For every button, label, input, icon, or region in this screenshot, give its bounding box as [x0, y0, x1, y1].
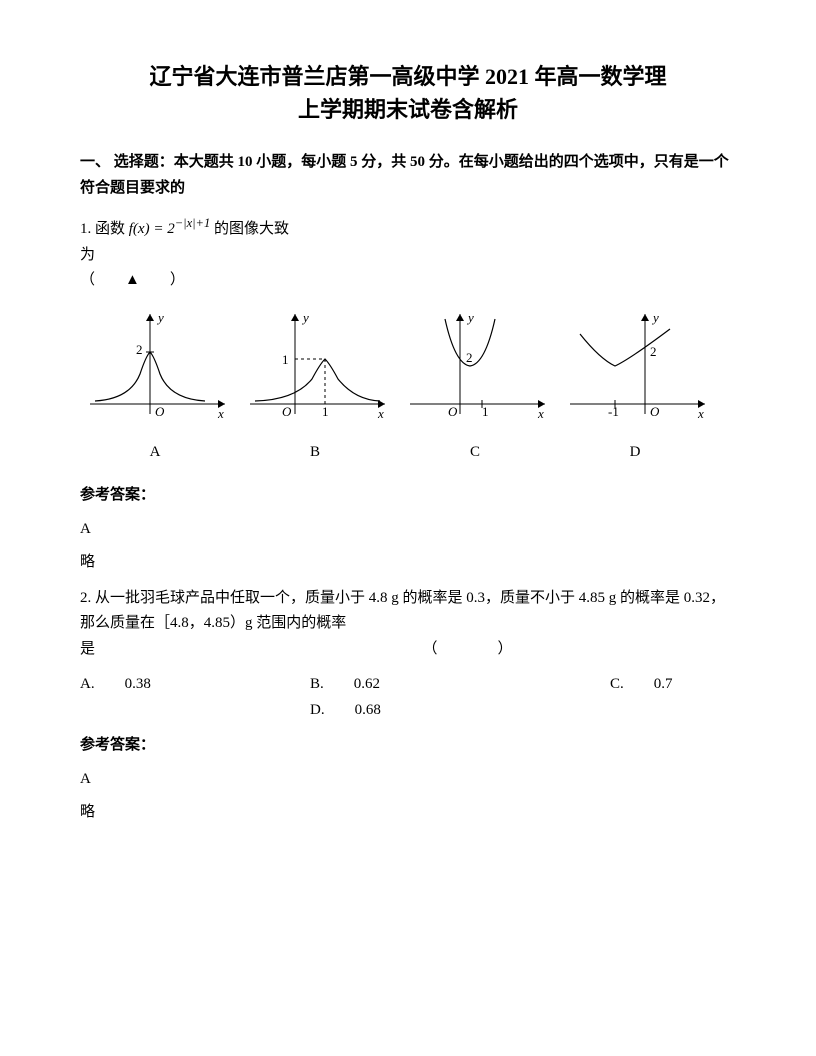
question-2: 2. 从一批羽毛球产品中任取一个，质量小于 4.8 g 的概率是 0.3，质量不… [80, 586, 736, 663]
title-line-2: 上学期期末试卷含解析 [298, 97, 518, 122]
q1-stem: 1. 函数 f(x) = 2−|x|+1 的图像大致 [80, 213, 736, 243]
label-b: B [240, 440, 390, 466]
origin-label-c: O [448, 404, 458, 419]
q2-option-b: B. 0.62 [310, 672, 610, 698]
label-d: D [560, 440, 710, 466]
q1-graph-labels: A B C D [80, 440, 736, 466]
q1-prefix: 1. 函数 [80, 221, 129, 237]
graph-d: y x O 2 -1 [560, 304, 710, 434]
graph-b-ytick: 1 [282, 352, 289, 367]
graph-c-xtick: 1 [482, 404, 489, 419]
q2-answer-heading: 参考答案： [80, 733, 736, 759]
curve-d [580, 329, 670, 366]
q1-answer: A [80, 517, 736, 543]
q2-option-c: C. 0.7 [610, 672, 673, 698]
label-c: C [400, 440, 550, 466]
graph-b-xtick: 1 [322, 404, 329, 419]
title-line-1: 辽宁省大连市普兰店第一高级中学 2021 年高一数学理 [149, 64, 666, 89]
x-axis-label-b: x [377, 406, 384, 421]
q2-note: 略 [80, 800, 736, 826]
y-axis-label: y [156, 310, 164, 325]
x-axis-label-d: x [697, 406, 704, 421]
graph-d-xtick: -1 [608, 404, 619, 419]
x-axis-label: x [217, 406, 224, 421]
q2-stem: 2. 从一批羽毛球产品中任取一个，质量小于 4.8 g 的概率是 0.3，质量不… [80, 586, 736, 637]
y-axis-label-b: y [301, 310, 309, 325]
y-axis-label-c: y [466, 310, 474, 325]
graph-c: y x O 2 1 [400, 304, 550, 434]
q1-answer-heading: 参考答案： [80, 483, 736, 509]
q1-note: 略 [80, 550, 736, 576]
q2-option-d: D. 0.68 [310, 702, 381, 718]
graph-d-ytick: 2 [650, 344, 657, 359]
question-1: 1. 函数 f(x) = 2−|x|+1 的图像大致 为 （ ▲ ） [80, 213, 736, 294]
origin-label-d: O [650, 404, 660, 419]
q1-line2: 为 [80, 243, 736, 269]
q2-blank: （ ） [423, 641, 513, 657]
graph-a: y x O 2 [80, 304, 230, 434]
origin-label: O [155, 404, 165, 419]
q1-formula: f(x) = 2−|x|+1 [129, 221, 210, 237]
q1-blank: （ ▲ ） [80, 268, 736, 294]
section-1-heading: 一、 选择题：本大题共 10 小题，每小题 5 分，共 50 分。在每小题给出的… [80, 150, 736, 201]
y-axis-label-d: y [651, 310, 659, 325]
q2-line2: 是 （ ） [80, 637, 736, 663]
label-a: A [80, 440, 230, 466]
q1-graph-choices: y x O 2 y x O 1 1 [80, 304, 736, 434]
origin-label-b: O [282, 404, 292, 419]
q2-options: A. 0.38 B. 0.62 C. 0.7 D. 0.68 [80, 672, 736, 723]
q2-text2: 是 [80, 641, 95, 657]
graph-a-ytick: 2 [136, 342, 143, 357]
x-axis-label-c: x [537, 406, 544, 421]
q2-answer: A [80, 767, 736, 793]
q2-option-a: A. 0.38 [80, 672, 310, 698]
graph-c-ytick: 2 [466, 350, 473, 365]
curve-b [255, 359, 380, 401]
page-title: 辽宁省大连市普兰店第一高级中学 2021 年高一数学理 上学期期末试卷含解析 [80, 60, 736, 126]
graph-b: y x O 1 1 [240, 304, 390, 434]
q1-suffix: 的图像大致 [214, 221, 289, 237]
